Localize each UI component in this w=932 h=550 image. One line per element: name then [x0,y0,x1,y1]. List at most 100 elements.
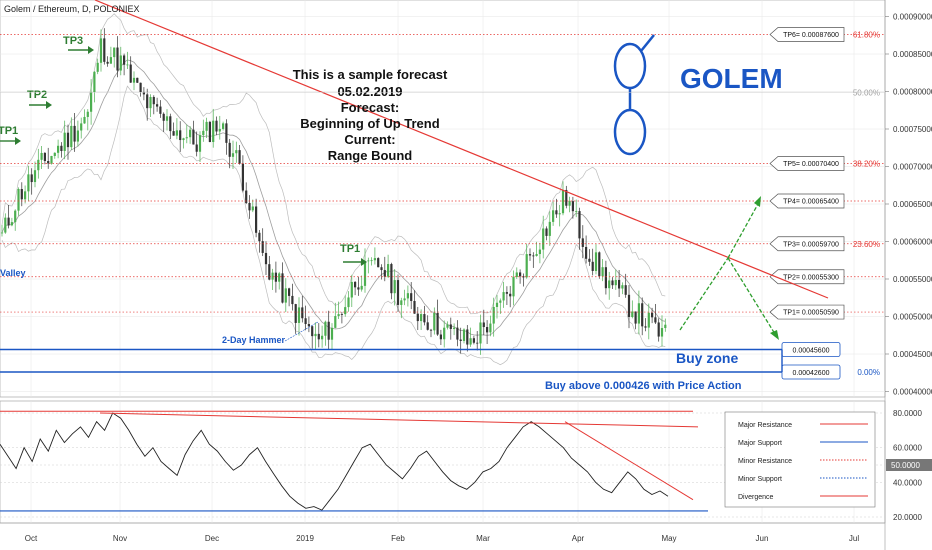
tp-box [769,156,845,171]
candle-body [380,267,383,271]
candle-body [83,116,86,124]
candle-body [354,281,357,288]
candle-body [271,272,274,280]
tp-box [769,236,845,252]
candle-body [202,130,205,136]
candle-body [301,307,304,319]
candle-body [383,270,386,277]
time-tick-label: May [661,534,676,543]
time-tick-label: 2019 [296,534,314,543]
candle-body [90,92,93,112]
lower-band [1,85,666,366]
candle-body [433,312,436,331]
tp-box [769,193,845,209]
candle-body [96,62,99,72]
price-axis: 0.00090000 0.00085000 0.00080000 0.00075000… [885,13,932,397]
forecast-line-1: This is a sample forecast [293,67,448,82]
candle-body [482,322,485,328]
candle-body [532,255,535,257]
candle-body [7,217,10,226]
forecast-line-6: Range Bound [328,148,413,163]
candlesticks [0,28,667,355]
candle-body [406,293,409,299]
candle-body [575,211,578,212]
candle-body [0,232,4,234]
osc-tick-label: 80.0000 [893,409,922,418]
candle-body [17,189,20,211]
candle-body [588,258,591,262]
main-chart-frame [0,0,886,398]
candle-body [73,125,76,142]
candle-body [644,326,647,328]
candle-body [231,153,235,157]
candle-body [86,111,89,117]
candle-body [70,125,73,148]
candle-body [608,280,611,289]
candle-body [294,304,297,323]
candle-body [314,333,317,337]
candle-body [591,261,594,271]
candle-body [462,329,466,341]
candle-body [416,313,419,322]
candle-body [63,132,66,151]
candle-body [126,64,129,66]
fib-label: 0.00% [857,368,880,377]
candle-body [284,288,287,303]
tp-box-label: TP2= 0.00055300 [783,274,839,281]
candle-body [499,300,502,303]
price-tick-label: 0.00090000 [893,13,932,22]
candle-body [601,267,604,277]
candle-body [136,77,139,83]
osc-trend-line [99,412,699,428]
candle-body [235,150,238,154]
support-box-label: 0.00045600 [793,348,830,355]
candle-body [578,211,581,239]
osc-tick-label: 60.0000 [893,444,922,453]
candle-body [439,334,442,340]
candle-body [403,298,406,301]
tp2-label: TP2 [27,89,47,101]
candle-body [505,292,508,294]
candle-body [387,264,390,277]
candle-body [40,152,43,160]
candle-body [264,252,268,265]
candle-body [80,123,83,131]
legend-label: Major Resistance [738,422,792,429]
left-target-arrows [0,46,367,266]
forecast-line-5: Current: [344,132,395,147]
candle-body [311,326,314,337]
candle-body [317,333,320,340]
candle-body [558,213,561,215]
candle-body [492,306,495,324]
candle-body [215,120,218,132]
chart-header: Golem / Ethereum, D, POLONIEX [4,4,140,14]
candle-body [152,96,155,105]
candle-body [495,302,499,307]
candle-body [139,82,142,93]
tp-box-label: TP6= 0.00087600 [783,32,839,39]
candle-body [594,252,598,271]
candle-body [453,327,456,329]
candle-body [149,96,152,109]
candle-body [614,279,617,286]
candle-body [486,327,489,333]
middle-band [1,59,666,336]
candle-body [426,322,429,330]
candle-body [225,123,228,143]
candle-body [274,272,277,282]
candle-body [571,201,574,212]
candle-body [146,94,149,109]
candle-body [337,314,340,317]
candle-body [525,254,528,278]
candle-body [185,137,188,139]
tp-box [769,27,845,42]
candle-body [350,281,353,298]
candle-body [179,130,182,141]
candle-body [261,241,264,253]
candle-body [278,273,281,282]
fib-label: 50.00% [853,88,880,97]
candle-body [297,307,301,323]
valley-label: Valley [0,268,26,278]
candle-body [37,159,40,171]
